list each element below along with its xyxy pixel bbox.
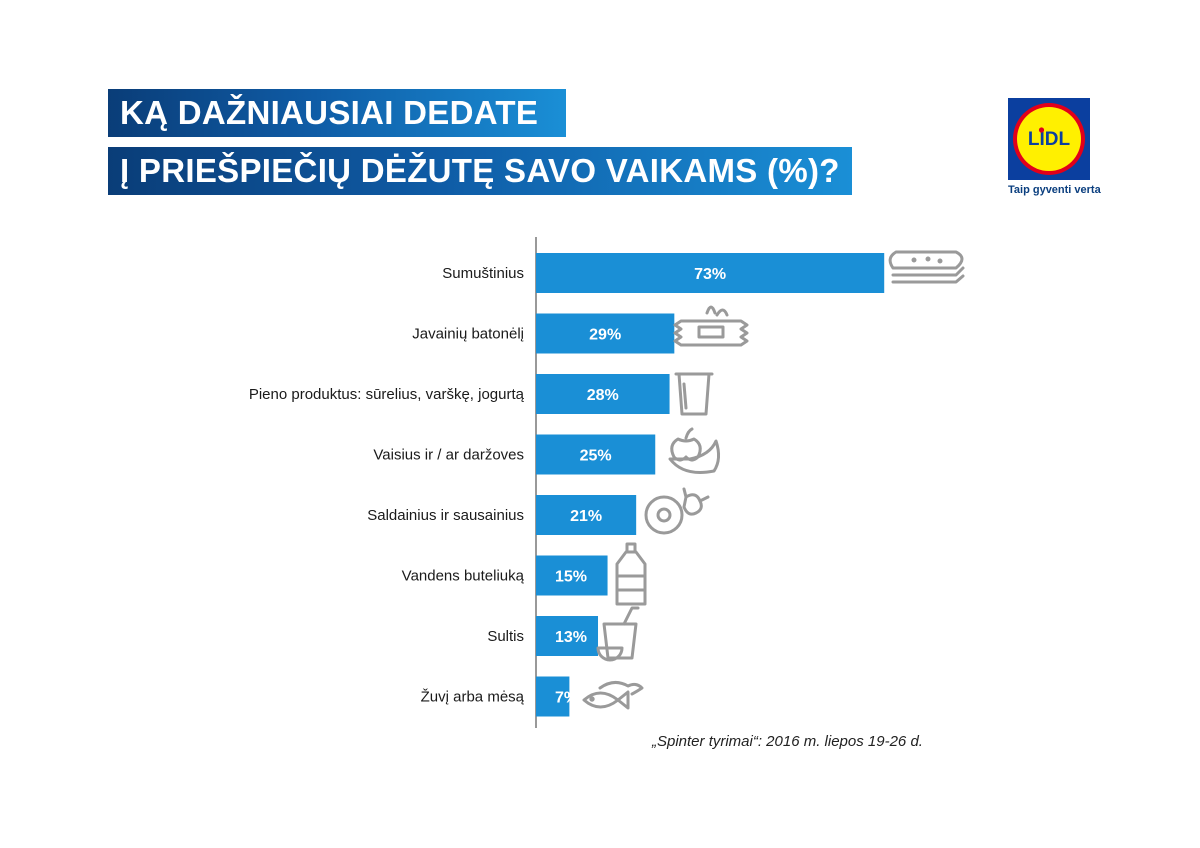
source-note: „Spinter tyrimai“: 2016 m. liepos 19-26 … bbox=[652, 733, 923, 750]
donut-candy-icon bbox=[644, 487, 710, 535]
category-label-5: Vandens buteliuką bbox=[402, 568, 525, 585]
cereal-bar-icon bbox=[673, 305, 749, 347]
logo-tagline: Taip gyventi verta bbox=[1008, 184, 1101, 196]
value-label-6: 13% bbox=[555, 629, 587, 646]
category-label-7: Žuvį arba mėsą bbox=[421, 689, 525, 706]
value-label-1: 29% bbox=[589, 327, 621, 344]
yogurt-cup-icon bbox=[674, 372, 714, 416]
category-label-2: Pieno produktus: sūrelius, varškę, jogur… bbox=[249, 386, 525, 403]
value-label-7: 7% bbox=[555, 690, 578, 707]
category-label-6: Sultis bbox=[487, 628, 524, 645]
logo-circle bbox=[1017, 107, 1081, 171]
category-label-0: Sumuštinius bbox=[442, 265, 524, 282]
bar-1 bbox=[536, 313, 675, 354]
logo-text: LIDL bbox=[1028, 129, 1071, 150]
juice-cup-icon bbox=[596, 606, 640, 662]
bar-6 bbox=[536, 616, 599, 656]
fish-meat-icon bbox=[582, 681, 644, 710]
value-label-3: 25% bbox=[580, 448, 612, 465]
value-label-2: 28% bbox=[587, 387, 619, 404]
bar-0 bbox=[536, 253, 885, 293]
lidl-logo: LIDL bbox=[1008, 98, 1090, 180]
sandwich-icon bbox=[888, 250, 965, 284]
logo-dot bbox=[1038, 127, 1045, 133]
bar-4 bbox=[536, 495, 637, 535]
bar-3 bbox=[536, 434, 656, 475]
title-line-1: KĄ DAŽNIAUSIAI DEDATE bbox=[108, 89, 566, 137]
category-label-1: Javainių batonėlį bbox=[412, 326, 524, 343]
apple-banana-icon bbox=[668, 427, 721, 474]
title-line-2: Į PRIEŠPIEČIŲ DĖŽUTĘ SAVO VAIKAMS (%)? bbox=[108, 147, 852, 195]
value-label-5: 15% bbox=[555, 569, 587, 586]
water-bottle-icon bbox=[615, 542, 647, 606]
value-label-4: 21% bbox=[570, 508, 602, 525]
category-label-4: Saldainius ir sausainius bbox=[367, 507, 524, 524]
bar-5 bbox=[536, 555, 608, 596]
value-label-0: 73% bbox=[694, 266, 726, 283]
bar-7 bbox=[536, 676, 570, 717]
category-label-3: Vaisius ir / ar daržoves bbox=[373, 447, 524, 464]
bar-2 bbox=[536, 374, 670, 414]
